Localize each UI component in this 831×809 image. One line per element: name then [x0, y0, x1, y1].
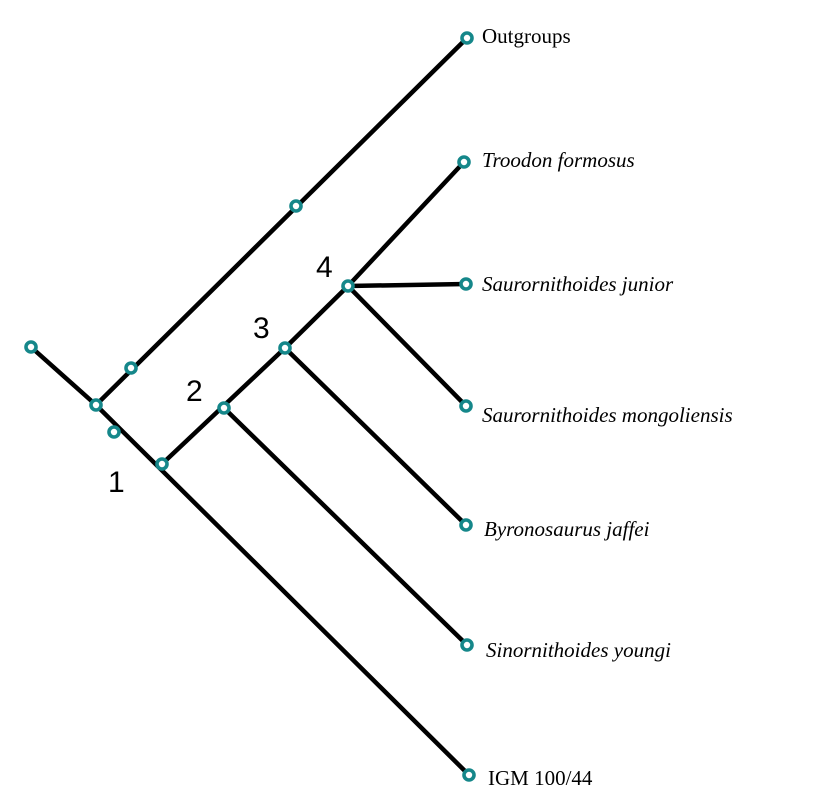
branch-byronosaurus [282, 345, 469, 528]
root-branch [28, 344, 99, 408]
branch-outgroups [93, 35, 470, 408]
clade-labels: 1 2 3 4 [108, 251, 333, 499]
node-3 [278, 341, 292, 355]
nodes [24, 31, 476, 782]
tip-s-junior [459, 277, 473, 291]
node-1 [155, 457, 169, 471]
marker-ingroup-stem [107, 425, 121, 439]
branch-s-junior [345, 281, 469, 289]
branch-node-3-to-4 [282, 283, 351, 351]
label-s-mongoliensis: Saurornithoides mongoliensis [482, 403, 733, 427]
branch-sinornithoides [221, 405, 470, 648]
tip-sinornithoides [460, 638, 474, 652]
label-s-junior: Saurornithoides junior [482, 272, 674, 296]
node-2 [217, 401, 231, 415]
clade-label-1: 1 [108, 466, 125, 499]
branch-s-mongoliensis [345, 283, 469, 409]
label-troodon: Troodon formosus [482, 148, 635, 172]
marker-outgroup-branch-lower [124, 361, 138, 375]
taxon-labels: Outgroups Troodon formosus Saurornithoid… [482, 24, 733, 790]
node-root-split [89, 398, 103, 412]
clade-label-2: 2 [186, 375, 203, 408]
label-sinornithoides: Sinornithoides youngi [486, 638, 671, 662]
node-4 [341, 279, 355, 293]
tip-outgroups [460, 31, 474, 45]
clade-label-4: 4 [316, 251, 333, 284]
label-byronosaurus: Byronosaurus jaffei [484, 517, 650, 541]
tip-s-mongoliensis [459, 399, 473, 413]
clade-label-3: 3 [253, 312, 270, 345]
root-marker [24, 340, 38, 354]
branch-troodon [345, 159, 467, 289]
marker-outgroup-branch-upper [289, 199, 303, 213]
tip-igm [462, 768, 476, 782]
tip-byronosaurus [459, 518, 473, 532]
label-outgroups: Outgroups [482, 24, 571, 48]
tip-troodon [457, 155, 471, 169]
label-igm: IGM 100/44 [488, 766, 593, 790]
